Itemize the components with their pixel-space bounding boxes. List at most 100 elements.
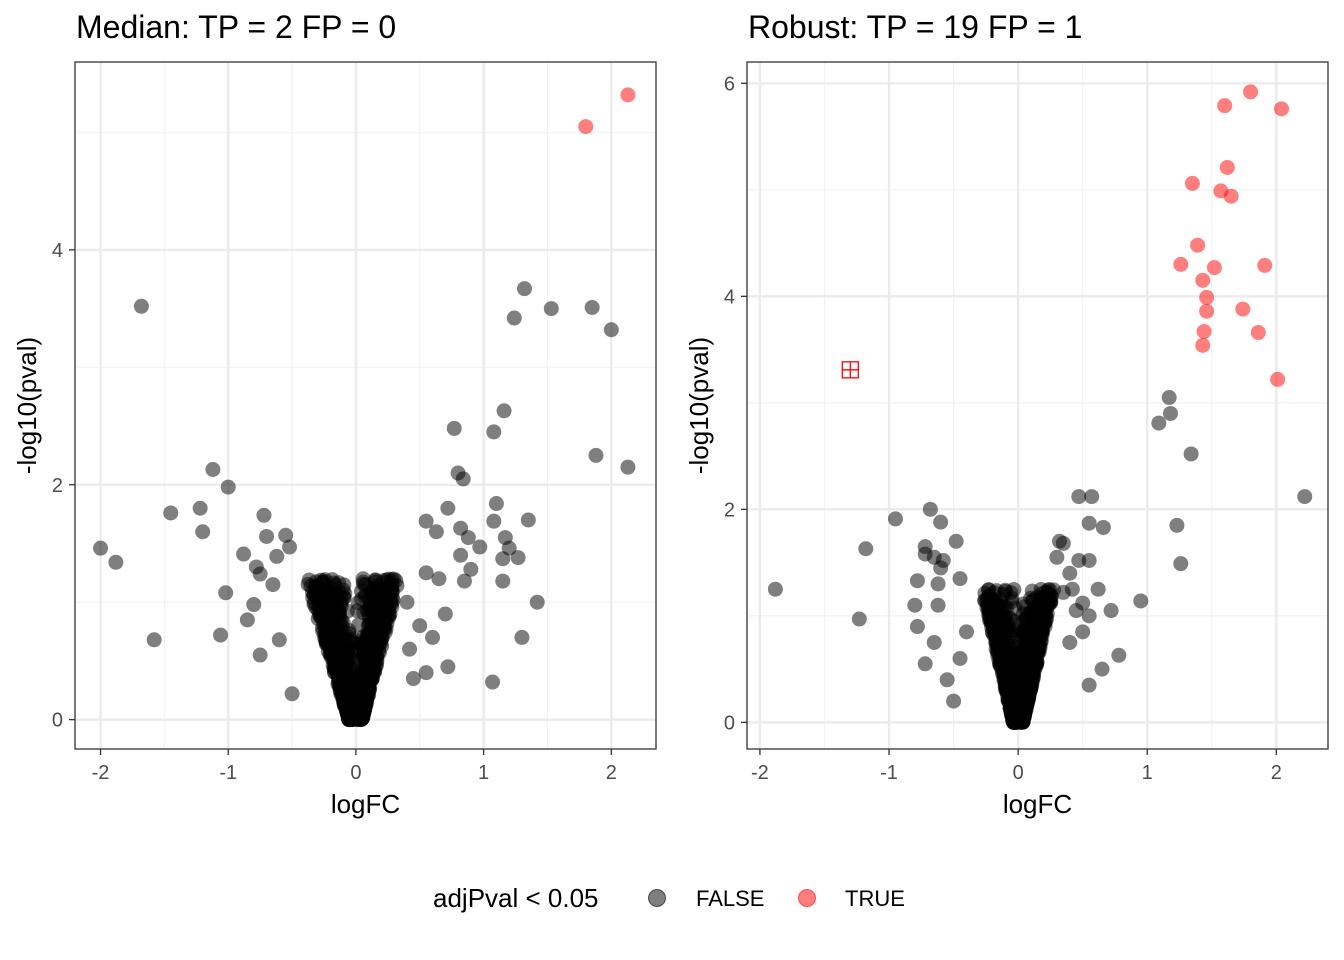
y-tick-label: 2 xyxy=(52,475,63,497)
y-axis-label: -log10(pval) xyxy=(684,337,714,474)
data-point xyxy=(1029,639,1045,655)
data-point xyxy=(308,574,324,590)
x-axis-label: logFC xyxy=(1003,789,1072,819)
data-point-false xyxy=(514,629,530,645)
data-point-true xyxy=(1217,98,1233,114)
data-point-true xyxy=(1195,272,1211,288)
data-point-false xyxy=(1161,390,1177,406)
x-axis-label: logFC xyxy=(331,789,400,819)
panel-border xyxy=(74,61,657,750)
data-points xyxy=(93,87,636,728)
legend-title: adjPval < 0.05 xyxy=(433,883,599,913)
data-point-false xyxy=(1173,556,1189,572)
data-point-false xyxy=(1151,415,1167,431)
data-point-false xyxy=(1049,549,1065,565)
data-point-true xyxy=(1196,323,1212,339)
data-point-false xyxy=(460,530,476,546)
data-point xyxy=(1042,594,1058,610)
data-point-false xyxy=(146,632,162,648)
data-point-false xyxy=(1071,552,1087,568)
data-point-false xyxy=(1055,584,1071,600)
data-point-true xyxy=(1223,188,1239,204)
data-point-false xyxy=(418,665,434,681)
data-point xyxy=(1041,582,1057,598)
x-tick-label: 1 xyxy=(478,762,489,784)
highlight-marker xyxy=(841,361,859,379)
data-point-false xyxy=(948,533,964,549)
data-point-true xyxy=(1199,303,1215,319)
y-tick-label: 6 xyxy=(724,73,735,95)
data-point-false xyxy=(269,548,285,564)
data-point-false xyxy=(399,594,415,610)
data-point-false xyxy=(946,693,962,709)
data-point-false xyxy=(1084,489,1100,505)
data-point-true xyxy=(1274,101,1290,117)
data-point-false xyxy=(1071,489,1087,505)
data-point xyxy=(1018,639,1034,655)
data-point xyxy=(310,611,326,627)
data-point-false xyxy=(455,471,471,487)
data-point-false xyxy=(1095,519,1111,535)
x-tick-label: -1 xyxy=(219,762,237,784)
y-tick-label: 0 xyxy=(724,712,735,734)
data-point xyxy=(363,603,379,619)
data-point-false xyxy=(195,524,211,540)
data-point-true xyxy=(1173,256,1189,272)
data-point-false xyxy=(1169,517,1185,533)
data-point-false xyxy=(1068,603,1084,619)
y-tick-label: 2 xyxy=(724,499,735,521)
data-point-true xyxy=(1250,325,1266,341)
data-point-false xyxy=(958,624,974,640)
data-point-false xyxy=(259,528,275,544)
y-axis-label: -log10(pval) xyxy=(12,337,42,474)
data-point-false xyxy=(516,281,532,297)
data-point-false xyxy=(851,611,867,627)
robust-panel: Robust: TP = 19 FP = 1 -2 -1 0 1 2 0 2 4 6 logFC… xyxy=(684,9,1329,819)
data-point-false xyxy=(472,539,488,555)
data-point-false xyxy=(271,632,287,648)
data-point xyxy=(1032,612,1048,628)
data-point-false xyxy=(418,565,434,581)
data-point xyxy=(383,580,399,596)
data-point-false xyxy=(284,686,300,702)
data-point-false xyxy=(917,656,933,672)
data-point-false xyxy=(933,514,949,530)
data-point xyxy=(330,592,346,608)
data-point xyxy=(990,638,1006,654)
data-point-false xyxy=(218,585,234,601)
data-point-false xyxy=(456,573,472,589)
data-point-false xyxy=(858,541,874,557)
data-point-false xyxy=(1094,661,1110,677)
data-point xyxy=(350,617,366,633)
data-point xyxy=(366,664,382,680)
data-point-false xyxy=(265,577,281,593)
data-point-false xyxy=(930,597,946,613)
data-point-false xyxy=(620,459,636,475)
data-point-false xyxy=(495,551,511,567)
data-point xyxy=(378,605,394,621)
data-point-false xyxy=(486,513,502,529)
data-point-false xyxy=(488,496,504,512)
data-point-true xyxy=(578,119,594,135)
data-point-false xyxy=(543,301,559,317)
axis-ticks: -2 -1 0 1 2 0 2 4 6 xyxy=(724,73,1282,784)
data-point-false xyxy=(252,566,268,582)
data-point-false xyxy=(431,571,447,587)
data-point-false xyxy=(529,594,545,610)
data-point-false xyxy=(440,659,456,675)
x-tick-label: -2 xyxy=(751,762,769,784)
data-point-false xyxy=(246,597,262,613)
data-point-false xyxy=(239,612,255,628)
data-point-false xyxy=(1081,677,1097,693)
data-point-true xyxy=(1184,175,1200,191)
x-tick-label: 2 xyxy=(1271,762,1282,784)
data-point xyxy=(1003,623,1019,639)
data-point-false xyxy=(1081,515,1097,531)
data-point-false xyxy=(1090,581,1106,597)
data-point-false xyxy=(584,299,600,315)
data-point-false xyxy=(453,547,469,563)
data-point xyxy=(1003,671,1019,687)
panel-border xyxy=(746,61,1329,750)
data-point-false xyxy=(1081,552,1097,568)
